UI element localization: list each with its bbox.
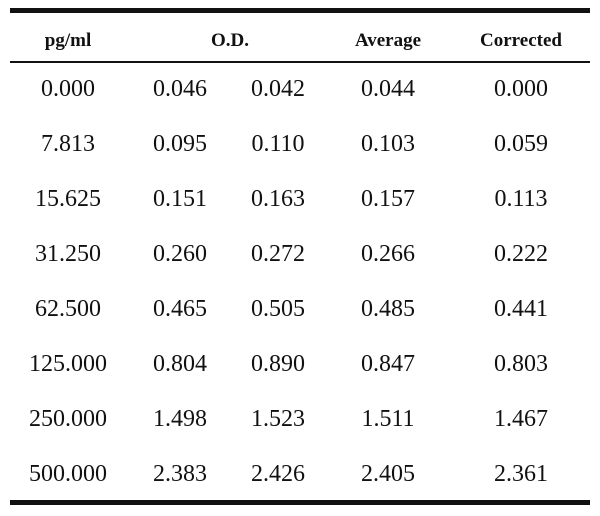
cell-od-1: 0.151 [153,186,207,212]
cell-pg-ml: 62.500 [35,296,101,322]
cell-od-2: 0.890 [251,351,305,377]
table-top-rule [10,8,590,13]
cell-average: 0.157 [361,186,415,212]
cell-average: 0.485 [361,296,415,322]
cell-corrected: 0.000 [494,76,548,102]
header-od: O.D. [211,30,249,51]
table-bottom-rule [10,500,590,505]
cell-pg-ml: 0.000 [41,76,95,102]
cell-average: 0.103 [361,131,415,157]
cell-corrected: 0.222 [494,241,548,267]
cell-pg-ml: 500.000 [29,461,107,487]
cell-pg-ml: 15.625 [35,186,101,212]
cell-corrected: 0.803 [494,351,548,377]
cell-corrected: 1.467 [494,406,548,432]
table-header-row: pg/ml O.D. Average Corrected [0,25,600,57]
table-row: 7.813 0.095 0.110 0.103 0.059 [0,121,600,176]
cell-od-2: 0.110 [251,131,305,157]
cell-pg-ml: 250.000 [29,406,107,432]
cell-od-1: 2.383 [153,461,207,487]
header-pg-ml: pg/ml [44,30,92,51]
cell-od-1: 0.046 [153,76,207,102]
cell-od-2: 0.505 [251,296,305,322]
header-average: Average [354,30,422,51]
table-body: 0.000 0.046 0.042 0.044 0.000 7.813 0.09… [0,66,600,506]
cell-average: 0.266 [361,241,415,267]
cell-average: 1.511 [361,406,415,432]
cell-corrected: 0.113 [494,186,548,212]
table-header-rule [10,61,590,63]
cell-od-1: 0.804 [153,351,207,377]
cell-od-1: 0.260 [153,241,207,267]
cell-od-2: 0.163 [251,186,305,212]
cell-od-1: 0.095 [153,131,207,157]
table-row: 31.250 0.260 0.272 0.266 0.222 [0,231,600,286]
cell-od-2: 0.272 [251,241,305,267]
table-row: 0.000 0.046 0.042 0.044 0.000 [0,66,600,121]
table-row: 250.000 1.498 1.523 1.511 1.467 [0,396,600,451]
header-corrected: Corrected [480,30,562,51]
cell-od-2: 1.523 [251,406,305,432]
cell-od-1: 0.465 [153,296,207,322]
cell-corrected: 0.441 [494,296,548,322]
cell-od-2: 0.042 [251,76,305,102]
cell-pg-ml: 7.813 [41,131,95,157]
cell-pg-ml: 125.000 [29,351,107,377]
cell-average: 2.405 [361,461,415,487]
cell-od-1: 1.498 [153,406,207,432]
cell-corrected: 0.059 [494,131,548,157]
cell-corrected: 2.361 [494,461,548,487]
table-row: 500.000 2.383 2.426 2.405 2.361 [0,451,600,506]
cell-average: 0.847 [361,351,415,377]
cell-pg-ml: 31.250 [35,241,101,267]
cell-od-2: 2.426 [251,461,305,487]
table-row: 62.500 0.465 0.505 0.485 0.441 [0,286,600,341]
cell-average: 0.044 [361,76,415,102]
table-row: 125.000 0.804 0.890 0.847 0.803 [0,341,600,396]
table-row: 15.625 0.151 0.163 0.157 0.113 [0,176,600,231]
